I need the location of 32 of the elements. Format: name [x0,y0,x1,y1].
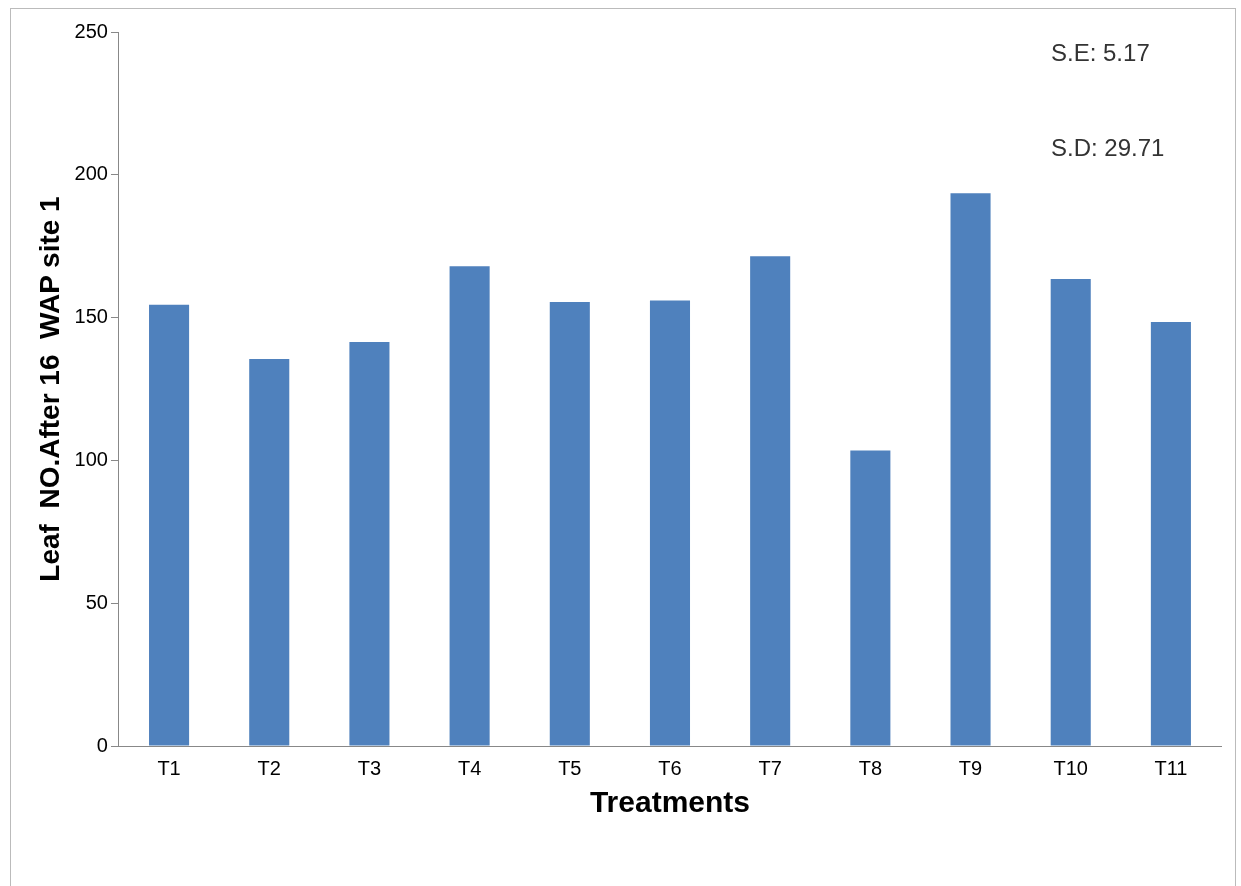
bar [649,300,691,746]
bar [249,359,290,746]
bar [349,341,390,746]
y-tick-label: 200 [74,162,108,185]
bar [549,301,590,746]
y-axis-title: Leaf NO.After 16 WAP site 1 [33,196,65,582]
x-tick-label: T8 [858,756,883,779]
x-tick-label: T7 [758,756,782,779]
x-tick-label: T11 [1154,756,1188,779]
y-tick-label: 0 [96,733,108,756]
y-tick-label: 250 [74,19,108,42]
bar [1150,321,1191,746]
x-tick-label: T10 [1053,756,1088,779]
bar [950,193,991,746]
x-tick-label: T1 [157,756,181,779]
y-tick-label: 100 [74,447,108,470]
x-tick-label: T6 [658,756,682,779]
y-tick-label: 50 [85,590,108,613]
x-tick-label: T9 [958,756,983,779]
bar [149,304,190,746]
x-tick-label: T5 [558,756,582,779]
x-tick-label: T2 [257,756,281,779]
bar [850,450,891,746]
annotation: S.D: 29.71 [1051,133,1165,161]
y-tick-label: 150 [74,305,108,328]
x-tick-label: T4 [457,756,482,779]
bar [750,256,791,746]
bar [449,266,490,746]
annotation: S.E: 5.17 [1051,38,1150,66]
x-axis-title: Treatments [589,785,751,819]
bar [1050,279,1091,746]
x-tick-label: T3 [357,756,382,779]
